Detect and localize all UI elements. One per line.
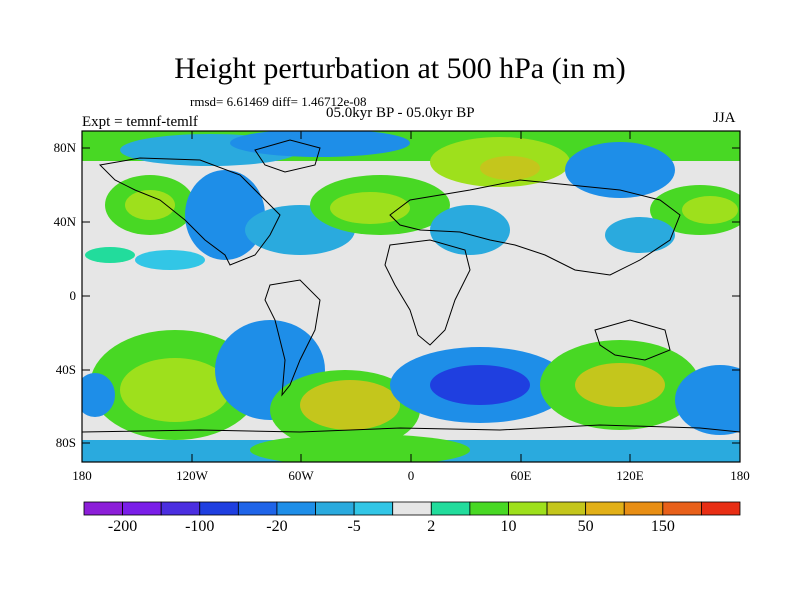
colorbar (83, 501, 741, 516)
colorbar-label: -100 (185, 518, 215, 535)
lon-label-120w: 120W (176, 468, 208, 483)
colorbar-label: -20 (266, 518, 288, 535)
experiment-text: Expt = temnf-temlf (82, 114, 198, 130)
lat-label-40n: 40N (53, 214, 76, 229)
colorbar-label: 150 (650, 518, 675, 535)
colorbar-swatch (585, 501, 625, 516)
colorbar-swatch (315, 501, 355, 516)
lat-label-40s: 40S (55, 362, 76, 377)
colorbar-swatch (237, 501, 278, 516)
colorbar-swatch (701, 501, 741, 516)
colorbar-swatch (199, 501, 239, 516)
coastlines (82, 139, 740, 433)
colorbar-swatch (623, 501, 664, 516)
colorbar-swatch (160, 501, 201, 516)
colorbar-swatch (662, 501, 702, 516)
lat-label-80n: 80N (53, 140, 76, 155)
chart-title: Height perturbation at 500 hPa (in m) (174, 52, 626, 85)
lat-label-0: 0 (69, 288, 77, 303)
colorbar-label: -5 (347, 518, 361, 535)
axis-ticks (81, 131, 741, 462)
rmsd-diff-text: rmsd= 6.61469 diff= 1.46712e-08 (190, 94, 367, 109)
colorbar-swatch (122, 501, 162, 516)
season-text: JJA (713, 110, 736, 126)
lon-label-60e: 60E (510, 468, 532, 483)
colorbar-swatch (83, 501, 123, 516)
colorbar-label: 10 (500, 518, 517, 535)
colorbar-label: 50 (577, 518, 594, 535)
colorbar-swatch (546, 501, 587, 516)
colorbar-swatch (508, 501, 548, 516)
lon-label-120e: 120E (616, 468, 644, 483)
colorbar-label: -200 (107, 518, 138, 535)
lat-label-80s: 80S (55, 435, 76, 450)
colorbar-swatch (392, 501, 432, 516)
colorbar-swatch (353, 501, 394, 516)
colorbar-swatch (276, 501, 316, 516)
lon-label-180e: 180 (730, 468, 750, 483)
colorbar-label: 2 (427, 518, 436, 535)
period-text: 05.0kyr BP - 05.0kyr BP (326, 105, 475, 121)
lon-label-180w: 180 (72, 468, 92, 483)
lon-label-60w: 60W (288, 468, 314, 483)
colorbar-swatch (430, 501, 471, 516)
colorbar-swatch (469, 501, 509, 516)
lon-label-0: 0 (407, 468, 415, 483)
height-field (82, 131, 740, 462)
